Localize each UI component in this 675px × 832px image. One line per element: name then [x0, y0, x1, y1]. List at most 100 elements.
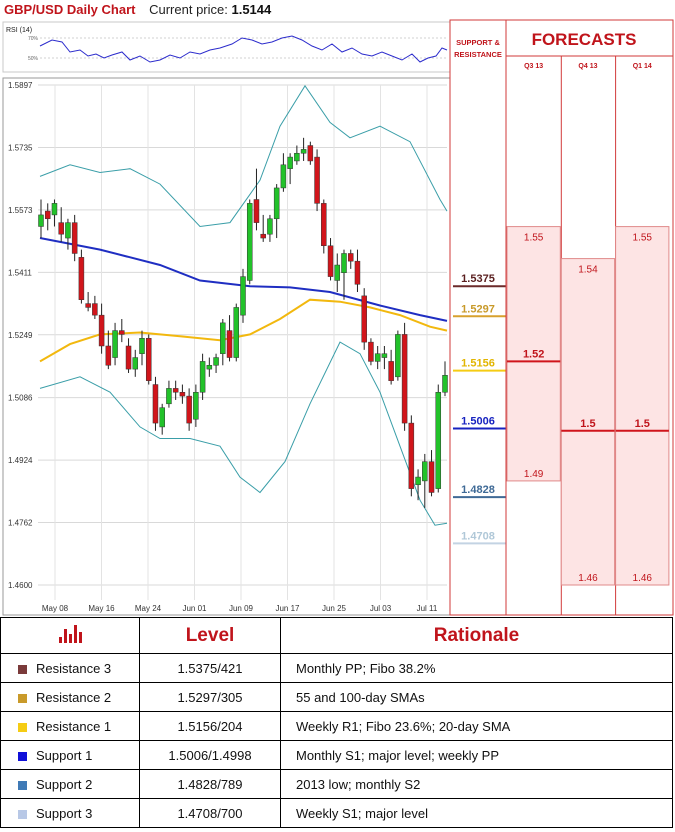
level-value-4: 1.4828 [461, 484, 495, 496]
level-swatch [18, 751, 27, 761]
forecast-low: 1.46 [633, 573, 653, 584]
table-row: Resistance 2 1.5297/305 55 and 100-day SMA… [0, 682, 673, 712]
candle-body [85, 303, 91, 308]
candle-body [98, 314, 105, 347]
support-resistance-header-1: SUPPORT & [456, 38, 500, 47]
gbpusd-chart: RSI (14) 70% 50% 1.58971.57351.55731.541… [2, 19, 674, 616]
level-swatch [18, 722, 27, 732]
y-tick-label: 1.5573 [8, 206, 33, 215]
candle-body [112, 330, 118, 358]
table-header-row: Level Rationale [0, 617, 673, 654]
candle-body [334, 264, 341, 281]
candle-body [273, 187, 280, 220]
forecast-col-label: Q1 14 [633, 63, 652, 70]
level-value-2: 1.5156 [461, 358, 495, 370]
level-rationale: 2013 low; monthly S2 [280, 769, 673, 799]
candle-body [206, 365, 213, 370]
chart-header: GBP/USD Daily Chart Current price: 1.514… [0, 0, 450, 20]
y-tick-label: 1.4924 [8, 456, 33, 465]
forecast-low: 1.46 [578, 573, 598, 584]
candle-body [401, 334, 408, 424]
candle-body [220, 322, 226, 354]
candle-body [159, 407, 165, 428]
y-tick-label: 1.5411 [8, 268, 32, 277]
candle-body [226, 330, 233, 358]
candle-body [51, 203, 58, 216]
candle-body [294, 152, 300, 162]
candle-body [267, 218, 273, 235]
candle-body [119, 330, 125, 335]
candle-body [374, 353, 381, 362]
forecast-range [506, 226, 561, 482]
candle-body [240, 276, 246, 316]
rationale-header: Rationale [280, 617, 673, 654]
candle-body [287, 156, 293, 169]
x-tick-label: May 16 [88, 604, 115, 613]
level-name-cell: Resistance 1 [0, 711, 140, 741]
series-line-1 [39, 298, 448, 363]
candle-body [58, 222, 64, 235]
candle-body [368, 341, 374, 362]
candle-body [381, 353, 388, 358]
candle-body [92, 303, 98, 316]
rsi-tick-50: 50% [28, 56, 39, 62]
rsi-tick-70: 70% [28, 36, 39, 42]
level-name: Support 2 [36, 776, 93, 792]
candle-body [354, 260, 361, 285]
level-name-cell: Resistance 3 [0, 653, 140, 683]
candle-body [152, 384, 159, 424]
candle-body [415, 476, 421, 486]
candle-body [139, 338, 145, 354]
candle-body [193, 391, 199, 420]
rsi-line [39, 35, 448, 63]
candle-body [347, 253, 354, 262]
y-tick-label: 1.4762 [8, 519, 33, 528]
candle-body [395, 334, 401, 378]
level-value: 1.5375/421 [139, 653, 281, 683]
y-tick-label: 1.5086 [8, 394, 33, 403]
forecast-high: 1.54 [578, 265, 598, 276]
forecast-low: 1.49 [524, 469, 544, 480]
current-price-value: 1.5144 [231, 2, 272, 17]
candle-body [172, 388, 179, 393]
level-name: Resistance 3 [36, 660, 112, 676]
candle-body [314, 156, 320, 204]
level-name: Support 3 [36, 805, 93, 821]
forecast-col-label: Q4 13 [578, 63, 597, 70]
forecast-col-label: Q3 13 [524, 63, 543, 70]
forecast-range [615, 226, 670, 586]
current-price-label: Current price: [149, 2, 228, 17]
candle-body [321, 203, 327, 247]
candle-body [145, 338, 152, 381]
candle-body [166, 388, 172, 405]
level-name-cell: Support 3 [0, 798, 140, 828]
level-value: 1.4708/700 [139, 798, 281, 828]
level-name: Support 1 [36, 747, 93, 763]
candle-body [199, 361, 206, 393]
series-line-2 [39, 84, 448, 228]
table-row: Resistance 1 1.5156/204 Weekly R1; Fibo 23… [0, 711, 673, 741]
candle-body [38, 214, 44, 227]
table-icon-cell [0, 617, 140, 654]
level-value-3: 1.5006 [461, 415, 495, 427]
candle-body [327, 245, 334, 277]
x-tick-label: Jun 01 [182, 604, 207, 613]
level-swatch [18, 664, 27, 674]
candle-body [105, 345, 112, 366]
candle-body [44, 210, 51, 220]
candle-body [307, 145, 314, 162]
x-tick-label: Jun 25 [322, 604, 347, 613]
level-swatch [18, 809, 27, 819]
rsi-label: RSI (14) [6, 27, 32, 34]
candle-body [408, 422, 415, 489]
y-tick-label: 1.5735 [8, 143, 33, 152]
candle-body [260, 233, 266, 239]
candle-body [341, 253, 347, 273]
y-tick-label: 1.5897 [8, 81, 33, 90]
x-tick-label: Jun 17 [275, 604, 300, 613]
table-row: Resistance 3 1.5375/421 Monthly PP; Fibo 3… [0, 653, 673, 683]
candle-body [179, 391, 186, 397]
candle-body [300, 149, 307, 154]
x-tick-label: May 24 [135, 604, 162, 613]
candle-body [233, 307, 240, 358]
